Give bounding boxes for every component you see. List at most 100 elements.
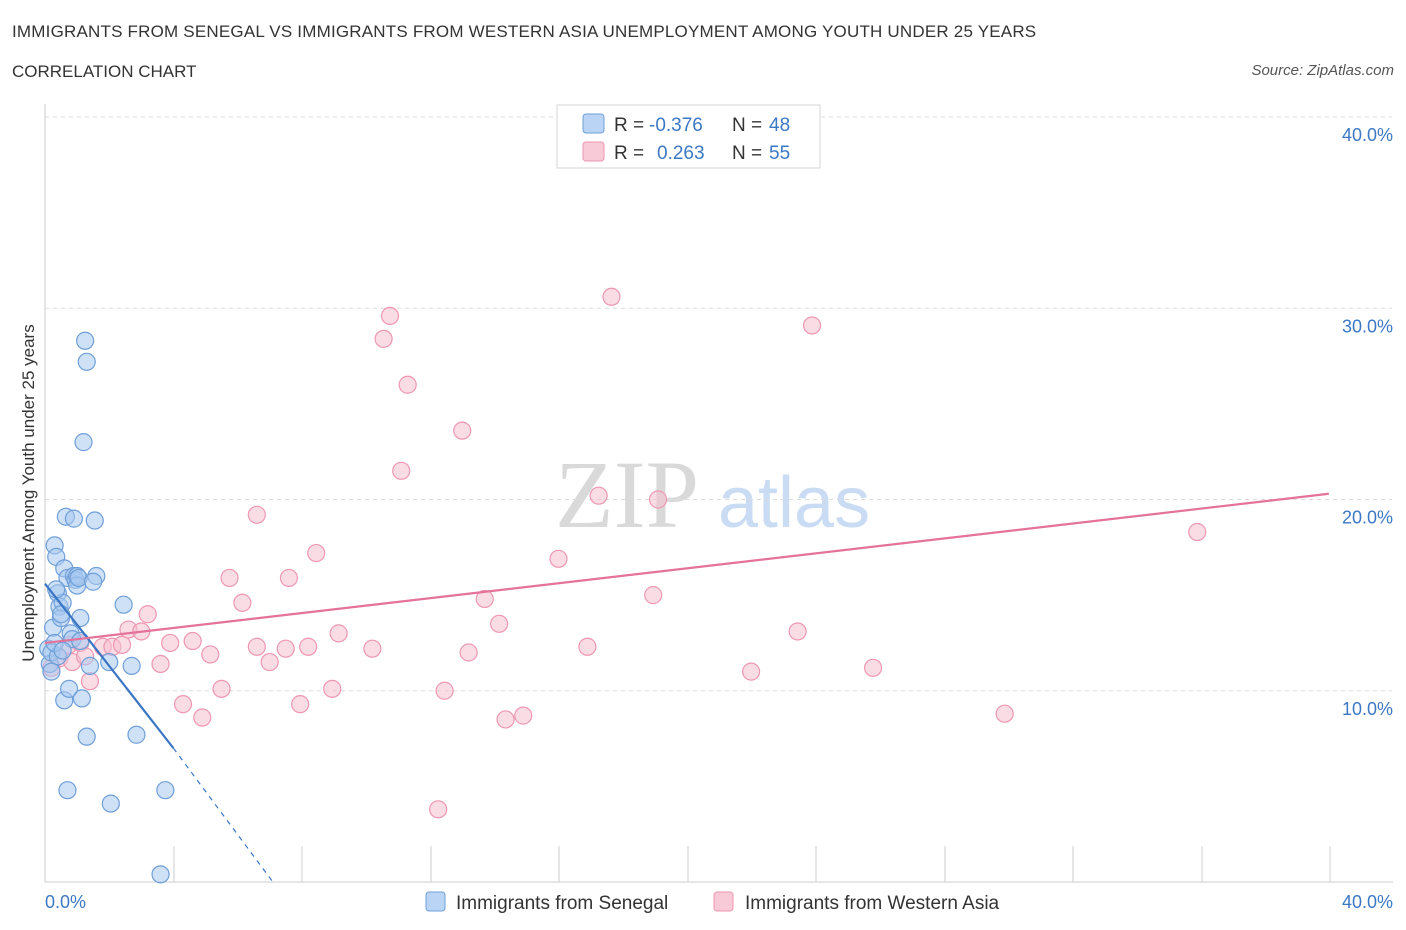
senegal-point — [151, 865, 170, 884]
western-asia-point — [112, 635, 132, 654]
western-asia-point — [1188, 522, 1207, 542]
western-asia-point — [220, 568, 239, 588]
legend-n-value-western-asia: 55 — [769, 143, 790, 164]
senegal-point — [64, 509, 83, 528]
source-credit: Source: ZipAtlas.com — [1251, 62, 1394, 79]
western-asia-point — [212, 679, 231, 698]
senegal-point — [58, 781, 77, 800]
trend-line-senegal-extension — [172, 747, 274, 883]
western-asia-point — [741, 662, 761, 681]
western-asia-point — [323, 679, 342, 698]
western-asia-point — [151, 654, 170, 674]
western-asia-point — [549, 549, 568, 568]
western-asia-point — [247, 637, 266, 656]
western-asia-point — [648, 490, 668, 509]
western-asia-point — [138, 605, 157, 624]
x-tick-label-left: 0.0% — [45, 892, 86, 912]
western-asia-point — [398, 375, 417, 394]
y-axis-title: Unemployment Among Youth under 25 years — [19, 324, 38, 661]
y-tick-label: 40.0% — [1342, 125, 1393, 145]
western-asia-point — [161, 633, 180, 653]
x-tick-label-right: 40.0% — [1342, 892, 1393, 912]
legend-r-label-senegal: R = — [614, 115, 644, 136]
western-asia-point — [193, 708, 212, 727]
y-tick-label: 10.0% — [1342, 699, 1393, 719]
watermark-atlas: atlas — [718, 463, 870, 543]
trend-line-western-asia — [44, 492, 1329, 645]
western-asia-point — [490, 614, 509, 633]
trend-line-senegal — [44, 582, 175, 749]
western-asia-point — [201, 645, 220, 664]
western-asia-point — [291, 695, 310, 714]
western-asia-point — [514, 706, 533, 725]
western-asia-point — [260, 652, 279, 672]
stats-legend: R = -0.376 N = 48 R = 0.263 N = 55 — [556, 104, 821, 169]
western-asia-point — [80, 672, 100, 691]
western-asia-point — [475, 589, 494, 609]
western-asia-point — [496, 710, 515, 729]
senegal-point — [76, 331, 95, 350]
western-asia-point — [644, 586, 663, 605]
western-asia-point — [589, 486, 608, 505]
western-asia-point — [435, 681, 454, 700]
chart-title: IMMIGRANTS FROM SENEGAL VS IMMIGRANTS FR… — [12, 22, 1037, 41]
western-asia-point — [802, 316, 822, 335]
western-asia-point — [995, 704, 1014, 723]
western-asia-point — [173, 695, 193, 714]
watermark-zip: ZIP — [555, 441, 699, 548]
western-asia-point — [453, 421, 472, 440]
legend-swatch-senegal — [582, 113, 605, 134]
senegal-point — [85, 511, 104, 530]
senegal-point — [114, 595, 133, 614]
western-asia-point — [276, 639, 295, 658]
senegal-point — [80, 656, 100, 675]
senegal-point — [72, 689, 92, 708]
senegal-point — [101, 794, 120, 813]
senegal-point — [122, 656, 141, 675]
legend-n-label-senegal: N = — [732, 115, 762, 136]
legend-r-label-western-asia: R = — [614, 143, 644, 164]
series-senegal — [39, 331, 175, 884]
western-asia-point — [363, 639, 382, 658]
bottom-legend-swatch-western-asia — [713, 891, 734, 912]
western-asia-point — [307, 543, 326, 563]
western-asia-point — [329, 624, 348, 643]
trend-lines — [44, 492, 1329, 883]
y-tick-labels: 10.0% 20.0% 30.0% 40.0% — [1342, 125, 1393, 719]
western-asia-point — [374, 329, 393, 348]
senegal-point — [59, 679, 79, 698]
legend-n-label-western-asia: N = — [732, 143, 762, 164]
axes — [44, 104, 1393, 883]
senegal-point — [84, 572, 103, 591]
western-asia-point — [247, 505, 266, 524]
senegal-point — [71, 608, 90, 628]
bottom-legend-swatch-senegal — [425, 891, 446, 912]
western-asia-point — [459, 643, 478, 662]
y-tick-label: 20.0% — [1342, 508, 1393, 528]
chart-subtitle: CORRELATION CHART — [12, 62, 197, 81]
y-tick-label: 30.0% — [1342, 316, 1393, 336]
senegal-point — [42, 662, 61, 681]
western-asia-point — [279, 568, 299, 588]
western-asia-point — [863, 658, 883, 677]
senegal-point — [51, 605, 71, 624]
senegal-point — [77, 352, 96, 371]
senegal-point — [74, 433, 93, 452]
western-asia-point — [299, 637, 318, 656]
senegal-point — [77, 727, 96, 746]
western-asia-point — [233, 593, 252, 612]
series-legend: Immigrants from Senegal Immigrants from … — [425, 891, 1000, 914]
western-asia-point — [392, 461, 411, 480]
western-asia-point — [578, 637, 597, 656]
senegal-point — [156, 781, 175, 800]
senegal-point — [100, 652, 119, 672]
western-asia-point — [602, 287, 621, 306]
western-asia-point — [183, 631, 202, 651]
bottom-legend-label-western-asia: Immigrants from Western Asia — [745, 893, 1000, 914]
legend-n-value-senegal: 48 — [769, 115, 790, 136]
legend-r-value-senegal: -0.376 — [649, 115, 703, 136]
senegal-point — [127, 725, 146, 744]
western-asia-point — [788, 622, 807, 641]
legend-r-value-western-asia: 0.263 — [657, 143, 705, 164]
